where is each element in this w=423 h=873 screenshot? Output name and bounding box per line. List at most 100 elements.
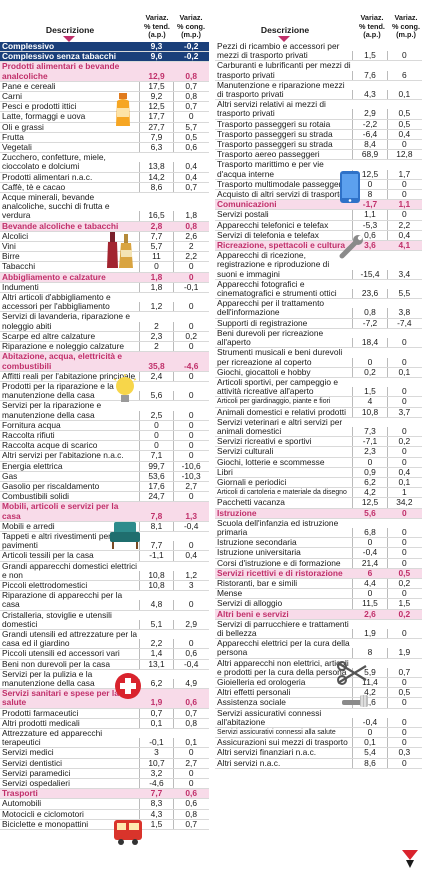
row-label: Frutta (2, 131, 24, 142)
row-label: Altri prodotti medicali (2, 717, 80, 728)
table-row: Abbigliamento e calzature 1,8 0 (0, 272, 209, 283)
row-label: Libri (217, 466, 233, 477)
table-row: Caffè, tè e cacao 8,6 0,7 (0, 182, 209, 194)
row-value-tend: 2,2 (138, 638, 175, 649)
right-table-body: Pezzi di ricambio e accessori per mezzi … (215, 41, 422, 769)
armchair-icon (110, 522, 140, 549)
row-value-tend: 13,1 (138, 659, 175, 669)
row-value-cong: 0,8 (185, 717, 197, 728)
row-label: Istruzione universitaria (217, 547, 301, 558)
row-value-cong: 0 (402, 677, 407, 687)
row-value-tend: 53,6 (138, 471, 175, 481)
row-label: Raccolta rifiuti (2, 429, 55, 440)
table-row: Beni durevoli per ricreazione all'aperto… (215, 327, 422, 349)
row-value-tend: 1,8 (138, 282, 175, 293)
row-value-cong: 2,2 (185, 251, 197, 262)
row-value-cong: 0 (402, 697, 407, 708)
row-value-tend: 1,5 (352, 386, 388, 397)
row-value-tend: 0,8 (352, 308, 388, 318)
row-label: Vegetali (2, 142, 32, 153)
table-row: Vini 5,7 2 (0, 241, 209, 253)
table-row: Servizi veterinari e altri servizi per a… (215, 417, 422, 438)
row-label: Giochi, giocattoli e hobby (217, 366, 311, 377)
row-value-tend: 1,8 (138, 272, 175, 282)
row-label: Prodotti farmaceutici (2, 707, 79, 718)
row-value-tend: 5,7 (138, 241, 175, 252)
row-value-cong: 1,8 (185, 210, 197, 221)
table-row: Scuola dell'infanzia ed istruzione prima… (215, 518, 422, 539)
row-label: Alcolici (2, 230, 29, 241)
row-value-tend: 1,4 (138, 649, 175, 659)
row-value-cong: 0 (402, 716, 407, 727)
table-row: Giochi, lotterie e scommesse 0 0 (215, 457, 422, 468)
row-value-cong: 0 (402, 209, 407, 220)
row-label: Prodotti per la riparazione e la manuten… (2, 380, 114, 401)
header-col-tend: Variaz. % tend. (a.p.) (144, 13, 170, 40)
row-value-cong: 0,1 (398, 476, 411, 487)
row-label: Altri beni e servizi (217, 608, 289, 619)
row-label: Altri servizi per l'abitazione n.a.c. (2, 450, 124, 461)
table-row: Animali domestici e relativi prodotti 10,… (215, 407, 422, 418)
row-label: Beni durevoli per ricreazione all'aperto (217, 327, 324, 348)
row-value-cong: 0,1 (398, 89, 411, 100)
row-value-cong: 0,2 (398, 608, 411, 619)
row-value-cong: 0,4 (185, 550, 197, 561)
row-label: Altri apparecchi non elettrici, articoli… (217, 657, 349, 677)
table-row: Articoli di cartoleria e materiale da di… (215, 487, 422, 499)
row-label: Oli e grassi (2, 121, 44, 132)
row-value-cong: -7,4 (397, 317, 412, 328)
row-label: Acquisto di altri servizi di trasporto (217, 189, 345, 200)
row-label: Servizi postali (217, 209, 269, 220)
row-value-cong: 0 (402, 396, 407, 407)
row-label: Biciclette e monopattini (2, 818, 89, 829)
row-value-tend: -0,4 (352, 548, 388, 558)
row-label: Apparecchi di ricezione, registrazione e… (217, 250, 330, 279)
table-header-left: Descrizione Variaz. % tend. (a.p.) Varia… (0, 0, 209, 42)
row-value-tend: 21,4 (352, 558, 388, 568)
row-label: Complessivo (2, 41, 55, 51)
wrench-icon (339, 235, 363, 259)
row-value-tend: 18,4 (352, 337, 388, 348)
table-row: Trasporto passeggeri su rotaia -2,2 0,5 (215, 119, 422, 130)
table-row: Altri servizi relativi ai mezzi di trasp… (215, 100, 422, 120)
row-value-tend: 14,2 (138, 172, 175, 182)
row-label: Servizi per la pulizia e la manutenzione… (2, 668, 95, 688)
row-label: Zucchero, confetture, miele, cioccolato … (2, 152, 106, 172)
row-label: Gioielleria ed orologeria (217, 677, 306, 687)
table-row: Trasporto passeggeri su strada -6,4 0,4 (215, 129, 422, 141)
row-value-tend: 13,8 (138, 162, 175, 172)
table-row: Bevande alcoliche e tabacchi 2,8 0,8 (0, 221, 209, 232)
row-value-cong: -10,3 (181, 470, 201, 481)
row-label: Servizi ospedalieri (2, 778, 70, 789)
table-row: Abitazione, acqua, elettricità e combust… (0, 352, 209, 372)
table-row: Complessivo senza tabacchi 9,6 -0,2 (0, 51, 209, 63)
row-value-cong: 2,6 (185, 230, 197, 241)
row-value-tend: 6,3 (138, 142, 175, 153)
row-value-cong: 0,5 (398, 687, 411, 698)
table-row: Frutta 7,9 0,5 (0, 131, 209, 144)
row-label: Prodotti alimentari n.a.c. (2, 171, 93, 182)
row-value-tend: 0,1 (352, 738, 388, 748)
row-value-cong: 0 (188, 429, 194, 440)
table-row: Servizi per la riparazione e manutenzion… (0, 401, 209, 421)
row-value-tend: 7,7 (138, 789, 175, 799)
row-value-tend: 0,1 (138, 718, 175, 729)
header-triangle-icon (278, 36, 290, 42)
row-value-cong: -10,6 (181, 460, 201, 471)
table-row: Mobili e arredi 8,1 -0,4 (0, 521, 209, 532)
row-value-cong: 0 (402, 588, 407, 599)
row-value-tend: 0 (352, 588, 388, 599)
row-label: Assistenza sociale (217, 697, 286, 708)
row-label: Prodotti alimentari e bevande analcolich… (2, 61, 120, 81)
row-value-tend: 10,8 (138, 570, 175, 580)
table-row: Apparecchi di ricezione, registrazione e… (215, 251, 422, 280)
row-value-tend: 1,1 (352, 210, 388, 220)
row-value-tend: -0,4 (352, 717, 388, 728)
row-value-tend: 0 (138, 420, 175, 430)
row-value-tend: 9,3 (138, 41, 175, 52)
row-label: Gasolio per riscaldamento (2, 480, 100, 491)
row-value-cong: 0 (402, 627, 407, 638)
table-row: Tappeti e altri rivestimenti per pavimen… (0, 531, 209, 552)
table-row: Pane e cereali 17,5 0,7 (0, 81, 209, 93)
row-label: Servizi di lavanderia, riparazione e nol… (2, 311, 131, 331)
